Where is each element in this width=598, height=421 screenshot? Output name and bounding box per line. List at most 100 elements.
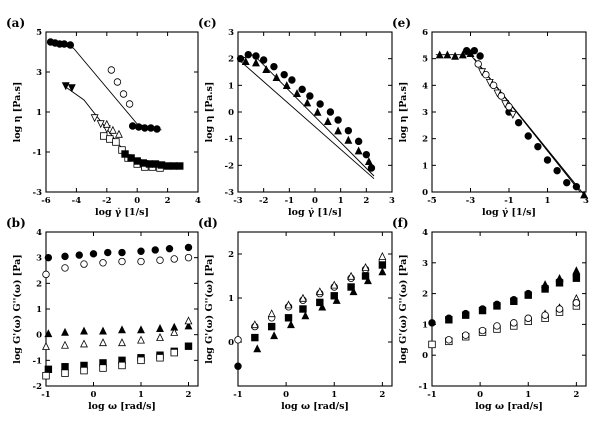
data-point-triangle-up-filled: [344, 135, 353, 144]
data-point-triangle-up-filled: [572, 266, 581, 275]
data-point-circle-filled: [60, 40, 68, 48]
data-point-square-filled: [151, 160, 160, 168]
x-tick-label: -1: [285, 196, 295, 206]
x-axis-label: log γ̇ [1/s]: [288, 207, 342, 218]
data-point-triangle-down-open: [478, 68, 486, 77]
data-point-triangle-up-filled: [253, 344, 262, 353]
data-point-triangle-up-filled: [318, 302, 327, 311]
data-point-circle-filled: [165, 244, 174, 253]
data-point-triangle-up-filled: [44, 329, 53, 338]
data-point-circle-filled: [534, 142, 542, 151]
data-point-triangle-up-filled: [451, 51, 460, 60]
data-point-circle-open: [113, 78, 122, 86]
y-axis-label: log G'(ω) G''(ω) [Pa]: [12, 254, 23, 364]
x-axis-label: log ω [rad/s]: [281, 401, 349, 412]
data-point-square-filled: [163, 162, 172, 170]
data-point-triangle-up-filled: [293, 89, 301, 98]
y-tick-label: 2: [422, 290, 428, 300]
data-point-circle-filled: [354, 137, 363, 146]
data-point-circle-filled: [118, 248, 126, 257]
plot-frame: [237, 231, 393, 387]
y-tick-label: 5: [422, 55, 428, 65]
data-point-circle-filled: [476, 52, 484, 60]
data-point-triangle-up-open: [42, 342, 50, 350]
data-point-square-open: [112, 138, 120, 146]
y-tick-label: 1: [422, 161, 428, 171]
data-point-square-filled: [169, 162, 178, 170]
data-point-square-filled: [121, 150, 129, 158]
data-point-circle-filled: [326, 108, 335, 116]
data-point-triangle-up-open: [156, 333, 164, 341]
data-point-triangle-up-filled: [580, 190, 589, 199]
data-point-circle-open: [99, 259, 107, 267]
data-point-square-filled: [145, 160, 154, 168]
y-axis-label: log G'(ω) G''(ω) [Pa]: [398, 254, 409, 364]
data-point-circle-filled: [362, 150, 371, 159]
data-point-triangle-up-filled: [118, 325, 126, 334]
x-tick-label: 1: [138, 390, 144, 400]
data-point-circle-open: [478, 326, 487, 335]
data-point-square-filled: [157, 161, 166, 169]
x-tick-label: 2: [186, 390, 192, 400]
data-point-circle-filled: [563, 178, 571, 187]
data-point-triangle-up-filled: [363, 276, 372, 285]
x-tick-label: 3: [583, 196, 589, 206]
panel-label: (c): [198, 16, 217, 30]
y-tick-label: 1: [36, 305, 42, 315]
data-point-square-open: [156, 354, 164, 362]
data-point-circle-filled: [137, 247, 145, 255]
x-tick-label: 3: [389, 196, 395, 206]
data-point-circle-filled: [61, 252, 69, 261]
y-tick-label: -1: [33, 148, 43, 158]
data-point-triangle-up-filled: [303, 98, 312, 107]
data-point-circle-filled: [75, 251, 83, 259]
data-point-circle-filled: [344, 126, 353, 135]
x-tick-label: -2: [102, 196, 112, 206]
data-point-circle-filled: [234, 362, 242, 370]
data-point-square-filled: [478, 306, 487, 315]
fit-line: [240, 60, 375, 180]
data-point-square-filled: [445, 316, 453, 324]
y-tick-label: -1: [419, 382, 429, 392]
data-point-square-filled: [267, 322, 276, 331]
panel-a: -6 -4 -2 0 2 4 -3 -1 1 3 5 log γ̇ [1/s] log η [Pa.s]…: [6, 16, 201, 218]
data-point-circle-open: [184, 253, 193, 262]
data-point-triangle-up-filled: [282, 81, 291, 90]
data-point-circle-open: [80, 260, 88, 268]
data-point-square-open: [99, 364, 107, 372]
data-point-triangle-up-open: [99, 338, 107, 347]
data-point-triangle-up-filled: [349, 287, 358, 296]
x-tick-label: 0: [91, 390, 97, 400]
y-tick-label: 2: [228, 55, 234, 65]
data-point-circle-filled: [153, 125, 161, 133]
x-axis-label: log γ̇ [1/s]: [95, 207, 149, 218]
data-point-triangle-up-filled: [364, 157, 373, 166]
data-point-circle-open: [156, 256, 164, 264]
y-tick-label: 0: [228, 108, 234, 118]
y-axis-label: log G'(ω) G''(ω) [Pa]: [204, 254, 215, 364]
y-tick-label: 4: [36, 228, 42, 238]
data-point-triangle-down-open: [96, 120, 105, 129]
data-point-circle-filled: [270, 62, 278, 71]
data-point-triangle-up-filled: [354, 146, 363, 155]
data-point-circle-filled: [514, 118, 523, 127]
data-point-circle-filled: [151, 246, 159, 254]
data-point-triangle-up-filled: [541, 280, 550, 289]
data-point-triangle-up-open: [80, 339, 88, 348]
y-tick-label: 3: [422, 108, 428, 118]
data-point-triangle-down-filled: [61, 82, 70, 91]
data-point-circle-filled: [543, 156, 552, 164]
x-tick-label: -2: [259, 196, 269, 206]
data-point-square-filled: [316, 298, 324, 307]
data-point-circle-filled: [428, 319, 436, 327]
data-point-circle-filled: [367, 164, 376, 172]
y-tick-label: 2: [228, 250, 234, 260]
fit-line: [435, 54, 585, 195]
data-point-triangle-up-open: [284, 300, 293, 309]
data-point-circle-open: [510, 319, 518, 327]
data-point-triangle-up-open: [299, 293, 307, 302]
data-point-circle-open: [170, 255, 178, 263]
data-point-circle-filled: [104, 248, 112, 257]
